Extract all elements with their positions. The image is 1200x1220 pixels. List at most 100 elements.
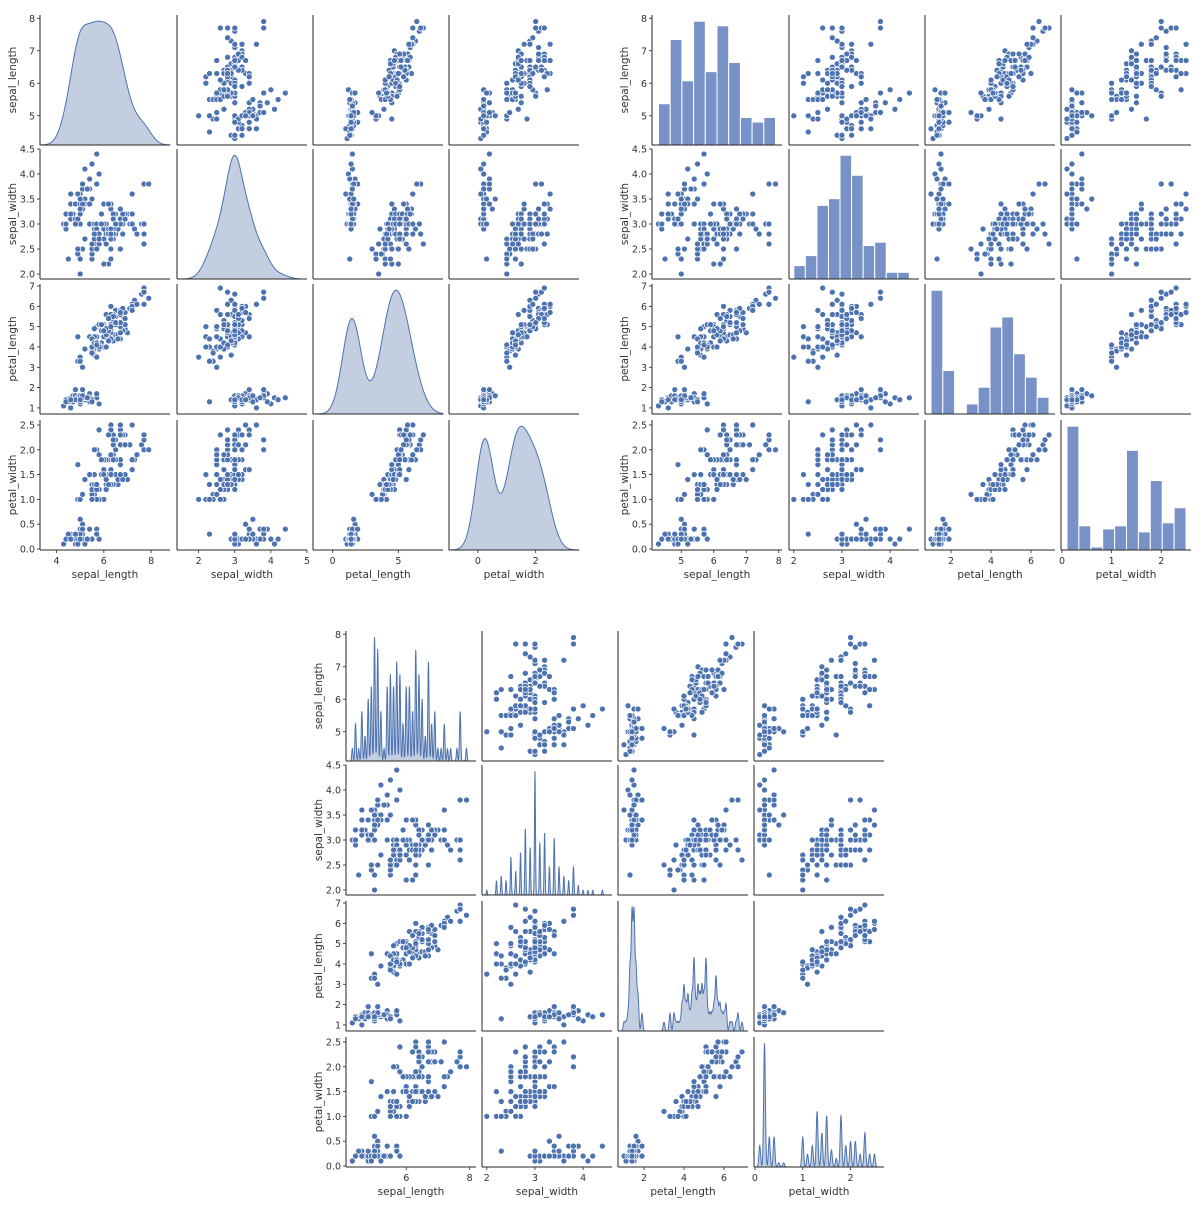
scatter-point bbox=[838, 476, 846, 483]
y-axis-label: petal_length bbox=[619, 316, 631, 381]
scatter-point bbox=[368, 491, 376, 498]
scatter-point bbox=[1162, 44, 1170, 51]
scatter-point bbox=[733, 329, 740, 337]
scatter-point bbox=[224, 92, 231, 100]
scatter-point bbox=[428, 826, 435, 834]
scatter-point bbox=[700, 150, 708, 158]
scatter-point bbox=[799, 728, 807, 736]
hist-bar bbox=[989, 326, 1003, 415]
scatter-point bbox=[444, 841, 451, 849]
scatter-point bbox=[694, 496, 701, 503]
scatter-point bbox=[550, 725, 558, 732]
y-tick-label: 1.0 bbox=[632, 495, 647, 506]
scatter-point bbox=[396, 786, 404, 794]
scatter-point bbox=[249, 112, 257, 120]
y-tick-label: 4.0 bbox=[326, 786, 341, 797]
scatter-point bbox=[231, 63, 239, 71]
scatter-point bbox=[105, 315, 112, 322]
scatter-point bbox=[1128, 220, 1135, 228]
scatter-points bbox=[927, 421, 1053, 548]
scatter-point bbox=[509, 329, 516, 337]
scatter-point bbox=[514, 331, 522, 339]
scatter-point bbox=[847, 634, 854, 641]
scatter-point bbox=[736, 210, 744, 218]
scatter-point bbox=[670, 886, 678, 894]
scatter-point bbox=[368, 109, 376, 116]
scatter-point bbox=[716, 200, 724, 208]
scatter-point bbox=[1133, 92, 1140, 100]
scatter-point bbox=[638, 725, 646, 732]
scatter-point bbox=[520, 200, 528, 208]
scatter-point bbox=[91, 230, 98, 238]
hist-bar bbox=[751, 121, 765, 146]
scatter-point bbox=[804, 70, 812, 77]
scatter-point bbox=[380, 105, 388, 113]
scatter-point bbox=[733, 456, 740, 464]
scatter-point bbox=[517, 721, 524, 729]
scatter-point bbox=[696, 836, 704, 844]
scatter-point bbox=[531, 679, 539, 687]
scatter-point bbox=[409, 816, 416, 824]
scatter-point bbox=[746, 441, 753, 449]
scatter-point bbox=[939, 515, 947, 523]
scatter-point bbox=[415, 831, 423, 839]
scatter-point bbox=[761, 821, 768, 829]
scatter-point bbox=[765, 734, 773, 742]
scatter-point bbox=[503, 89, 511, 97]
scatter-point bbox=[1039, 220, 1047, 228]
scatter-point bbox=[694, 160, 701, 168]
scatter-point bbox=[1113, 245, 1120, 253]
scatter-point bbox=[780, 728, 787, 736]
scatter-point bbox=[364, 1013, 372, 1021]
scatter-point bbox=[1147, 296, 1155, 304]
scatter-point bbox=[350, 195, 358, 203]
scatter-point bbox=[503, 96, 511, 103]
scatter-point bbox=[765, 220, 773, 228]
scatter-point bbox=[800, 73, 807, 81]
scatter-point bbox=[440, 836, 448, 844]
scatter-point bbox=[823, 846, 831, 854]
scatter-point bbox=[409, 34, 417, 42]
scatter-point bbox=[843, 311, 851, 318]
scatter-point bbox=[352, 836, 359, 844]
scatter-point bbox=[1172, 210, 1180, 218]
scatter-point bbox=[521, 669, 529, 677]
scatter-point bbox=[680, 692, 688, 700]
scatter-point bbox=[738, 856, 746, 864]
scatter-point bbox=[682, 846, 690, 854]
scatter-points bbox=[477, 18, 554, 142]
scatter-point bbox=[1068, 205, 1076, 213]
scatter-point bbox=[517, 321, 525, 328]
y-tick-label: 6 bbox=[335, 695, 341, 706]
scatter-point bbox=[867, 125, 875, 133]
x-tick-label: 2 bbox=[1158, 556, 1164, 567]
scatter-point bbox=[867, 115, 875, 123]
scatter-point bbox=[213, 363, 221, 371]
scatter-point bbox=[253, 404, 260, 412]
scatter-point bbox=[804, 128, 812, 136]
scatter-point bbox=[906, 525, 913, 533]
scatter-point bbox=[749, 307, 757, 314]
scatter-point bbox=[697, 230, 705, 238]
scatter-point bbox=[686, 689, 694, 697]
scatter-point bbox=[238, 83, 246, 90]
scatter-point bbox=[242, 441, 249, 449]
scatter-point bbox=[1118, 76, 1125, 84]
scatter-point bbox=[847, 640, 854, 648]
scatter-point bbox=[406, 960, 413, 968]
scatter-point bbox=[814, 491, 822, 498]
scatter-point bbox=[697, 446, 705, 454]
scatter-point bbox=[79, 525, 86, 533]
scatter-point bbox=[1123, 255, 1130, 263]
scatter-point bbox=[823, 673, 831, 680]
scatter-point bbox=[371, 1013, 378, 1021]
panel-sepal_length-vs-petal_length bbox=[312, 15, 443, 146]
scatter-point bbox=[702, 851, 710, 859]
scatter-point bbox=[824, 86, 831, 94]
scatter-point bbox=[1011, 57, 1019, 64]
scatter-point bbox=[480, 185, 488, 193]
scatter-point bbox=[260, 288, 268, 296]
scatter-point bbox=[933, 195, 941, 203]
scatter-point bbox=[674, 333, 682, 341]
y-tick-label: 2 bbox=[641, 383, 647, 394]
